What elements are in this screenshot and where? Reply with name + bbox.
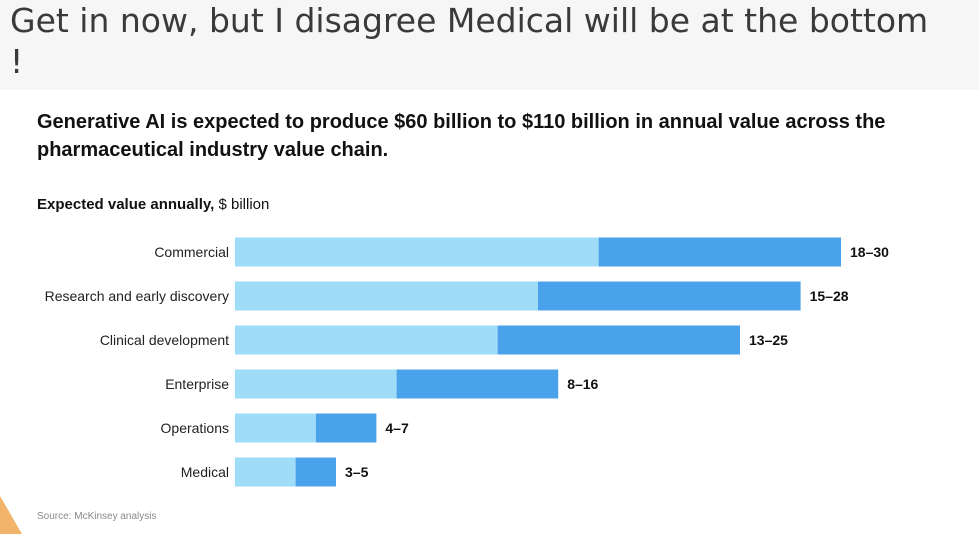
value-label-3: 8–16 [567, 376, 598, 392]
category-label-4: Operations [161, 420, 229, 436]
bar-high-4 [315, 413, 377, 443]
value-label-0: 18–30 [850, 244, 889, 260]
bar-low-5 [235, 457, 296, 487]
chart-title: Generative AI is expected to produce $60… [37, 111, 886, 161]
bar-high-2 [497, 325, 740, 355]
bar-low-4 [235, 413, 316, 443]
chart-card [0, 90, 979, 534]
bar-low-3 [235, 369, 397, 399]
chart-subtitle-unit: $ billion [214, 196, 270, 213]
bar-high-3 [396, 369, 559, 399]
value-label-1: 15–28 [810, 288, 849, 304]
bar-low-2 [235, 325, 498, 355]
bar-low-1 [235, 281, 538, 311]
source-note: Source: McKinsey analysis [37, 511, 157, 522]
slide-title: Get in now, but I disagree Medical will … [10, 1, 929, 81]
bar-high-1 [538, 281, 801, 311]
category-label-1: Research and early discovery [45, 288, 229, 304]
bar-high-5 [295, 457, 336, 487]
corner-decoration [0, 496, 22, 534]
category-label-0: Commercial [154, 244, 229, 260]
category-label-3: Enterprise [165, 376, 229, 392]
chart-subtitle-bold: Expected value annually, [37, 196, 215, 213]
category-label-5: Medical [181, 464, 229, 480]
value-label-2: 13–25 [749, 332, 788, 348]
bar-high-0 [598, 237, 841, 267]
value-label-5: 3–5 [345, 464, 369, 480]
chart-subtitle: Expected value annually, $ billion [37, 196, 269, 213]
category-label-2: Clinical development [100, 332, 229, 348]
bar-low-0 [235, 237, 599, 267]
value-label-4: 4–7 [385, 420, 409, 436]
